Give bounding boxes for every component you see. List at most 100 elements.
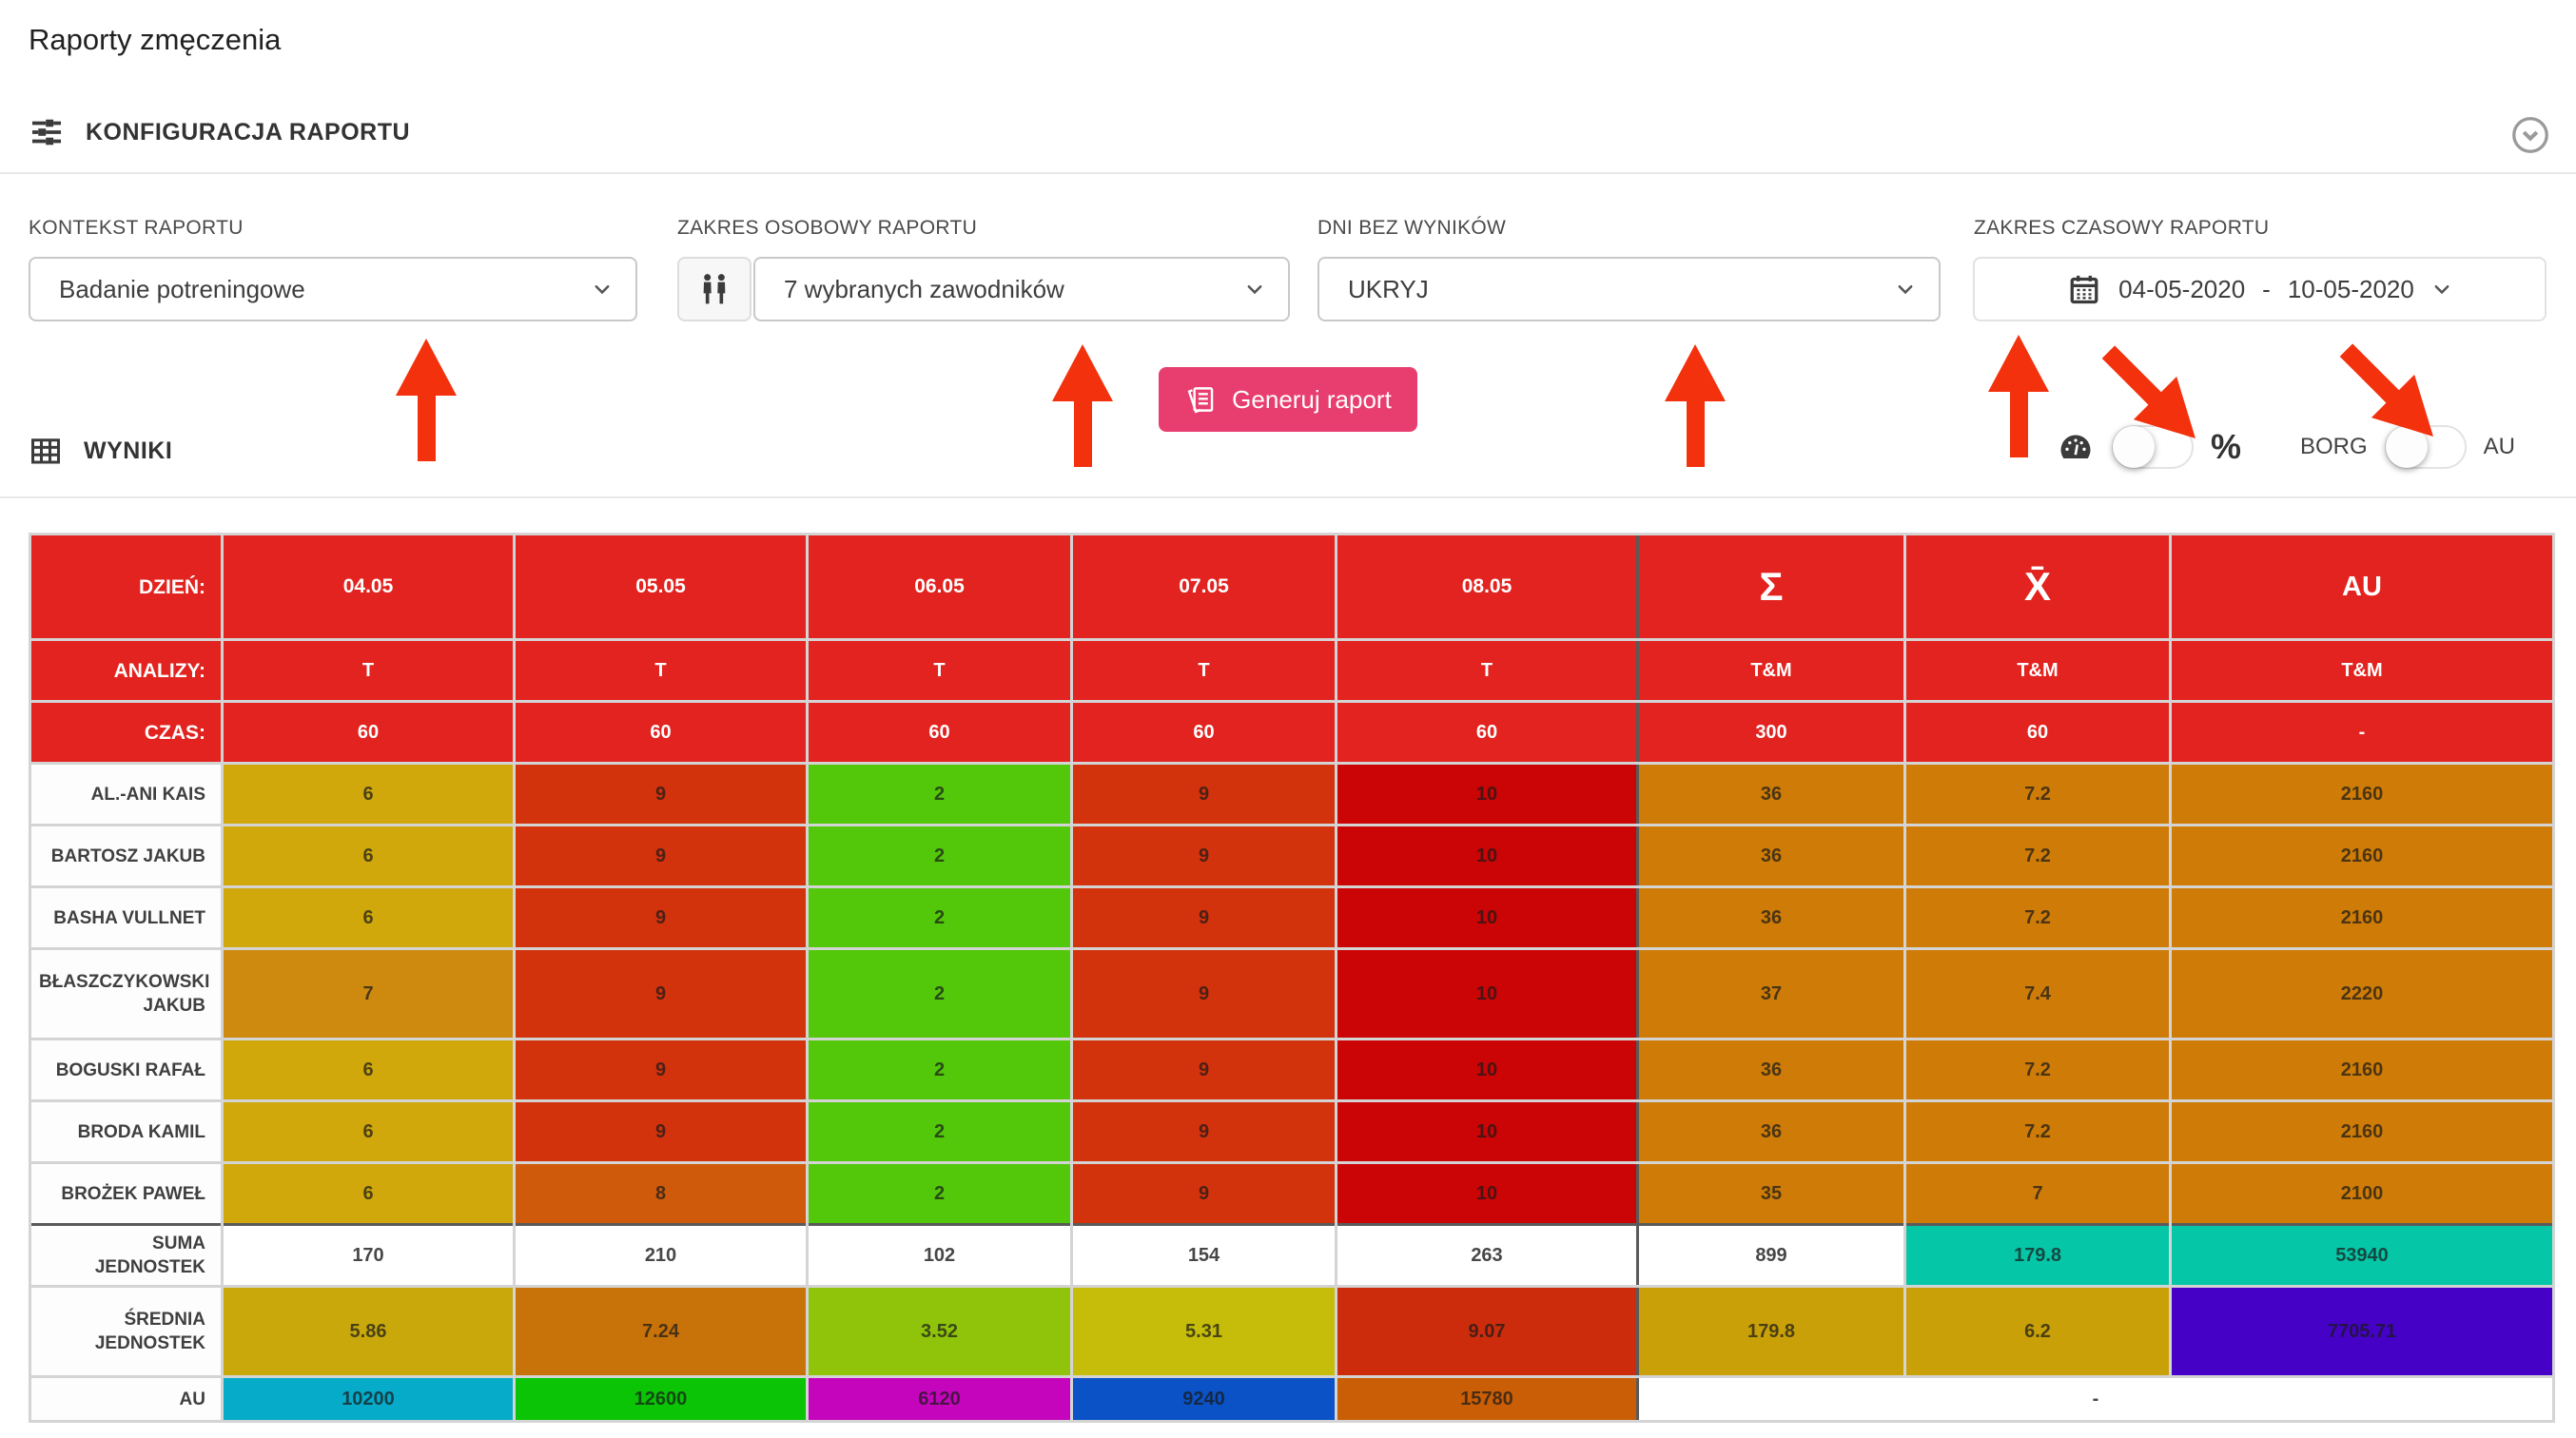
data-cell: 7.2 [1906, 888, 2169, 947]
data-cell: 9 [516, 950, 806, 1038]
kontekst-raportu-select[interactable]: Badanie potreningowe [29, 257, 637, 321]
data-cell: 7.24 [516, 1288, 806, 1375]
data-cell: 6 [224, 1164, 513, 1223]
config-section-header: KONFIGURACJA RAPORTU [29, 114, 410, 150]
data-cell: 2100 [2172, 1164, 2552, 1223]
data-cell: 7.2 [1906, 1102, 2169, 1161]
data-cell: 9 [516, 1102, 806, 1161]
data-cell: 9 [1073, 1102, 1335, 1161]
header-cell: 60 [1906, 703, 2169, 762]
chevron-down-icon [592, 279, 613, 300]
data-cell: 9 [1073, 888, 1335, 947]
data-cell: 2 [809, 765, 1070, 824]
data-cell: 2220 [2172, 950, 2552, 1038]
data-cell: 102 [809, 1226, 1070, 1285]
header-cell: 60 [1337, 703, 1636, 762]
data-cell: 2160 [2172, 765, 2552, 824]
header-cell: 06.05 [809, 535, 1070, 638]
data-cell: 2160 [2172, 1102, 2552, 1161]
header-cell: T [224, 641, 513, 700]
page-title: Raporty zmęczenia [29, 23, 282, 56]
select-players-button[interactable] [677, 257, 751, 321]
data-cell: 10200 [224, 1378, 513, 1420]
data-cell: 9.07 [1337, 1288, 1636, 1375]
row-label: ŚREDNIA JEDNOSTEK [31, 1288, 221, 1375]
data-cell: 210 [516, 1226, 806, 1285]
row-label: AU [31, 1378, 221, 1420]
sliders-icon [29, 114, 65, 150]
results-table: DZIEŃ: 04.05 05.05 06.05 07.05 08.05 Σ X̄ AU ANAL… [29, 533, 2555, 1423]
data-cell: 179.8 [1906, 1226, 2169, 1285]
data-cell: 7.2 [1906, 765, 2169, 824]
row-label: SUMA JEDNOSTEK [31, 1226, 221, 1285]
row-label: BOGUSKI RAFAŁ [31, 1040, 221, 1099]
generate-report-button[interactable]: Generuj raport [1159, 367, 1417, 432]
data-cell: 36 [1639, 1040, 1903, 1099]
header-cell: - [2172, 703, 2552, 762]
data-cell: 2 [809, 888, 1070, 947]
data-cell: 9 [1073, 1040, 1335, 1099]
chevron-down-circle-icon [2509, 114, 2551, 156]
filter-label-zakres-czasowy: ZAKRES CZASOWY RAPORTU [1974, 217, 2270, 239]
annotation-arrow-up-zakres-osobowy [1052, 344, 1113, 468]
zakres-osobowy-value: 7 wybranych zawodników [784, 274, 1064, 303]
data-cell: 6.2 [1906, 1288, 2169, 1375]
data-cell: 6120 [809, 1378, 1070, 1420]
people-icon [695, 270, 733, 308]
filter-label-zakres-osobowy: ZAKRES OSOBOWY RAPORTU [677, 217, 978, 239]
data-cell: 3.52 [809, 1288, 1070, 1375]
data-cell: 53940 [2172, 1226, 2552, 1285]
annotation-arrow-up-kontekst [396, 339, 457, 462]
data-cell: 179.8 [1639, 1288, 1903, 1375]
data-cell: 8 [516, 1164, 806, 1223]
filter-label-dni-bez-wynikow: DNI BEZ WYNIKÓW [1317, 217, 1507, 239]
data-cell: 6 [224, 765, 513, 824]
collapse-section-button[interactable] [2509, 114, 2551, 156]
dni-bez-wynikow-select[interactable]: UKRYJ [1317, 257, 1941, 321]
row-label: DZIEŃ: [31, 535, 221, 638]
data-cell: 10 [1337, 950, 1636, 1038]
data-cell: 2 [809, 826, 1070, 885]
percent-label: % [2210, 427, 2241, 466]
percent-toggle[interactable] [2111, 425, 2194, 469]
data-cell: 6 [224, 1040, 513, 1099]
row-label: BROŻEK PAWEŁ [31, 1164, 221, 1223]
header-cell: Σ [1639, 535, 1903, 638]
data-cell: 37 [1639, 950, 1903, 1038]
results-table-wrap: DZIEŃ: 04.05 05.05 06.05 07.05 08.05 Σ X̄ AU ANAL… [29, 533, 2555, 1423]
config-section-title: KONFIGURACJA RAPORTU [86, 118, 411, 146]
data-cell: 7.4 [1906, 950, 2169, 1038]
date-from: 04-05-2020 [2118, 274, 2246, 303]
header-cell: 300 [1639, 703, 1903, 762]
date-range-picker[interactable]: 04-05-2020 - 10-05-2020 [1973, 257, 2547, 321]
data-cell: 10 [1337, 826, 1636, 885]
header-cell: X̄ [1906, 535, 2169, 638]
results-section-title: WYNIKI [84, 437, 173, 464]
row-label: BARTOSZ JAKUB [31, 826, 221, 885]
header-cell: 07.05 [1073, 535, 1335, 638]
divider [0, 496, 2576, 498]
borg-au-toggle[interactable] [2384, 425, 2467, 469]
data-cell: 9 [516, 1040, 806, 1099]
row-label: BŁASZCZYKOWSKI JAKUB [31, 950, 221, 1038]
borg-label: BORG [2299, 434, 2368, 459]
header-cell: T [809, 641, 1070, 700]
header-cell: 60 [224, 703, 513, 762]
row-label: CZAS: [31, 703, 221, 762]
zakres-osobowy-select[interactable]: 7 wybranych zawodników [753, 257, 1290, 321]
data-cell: 10 [1337, 1040, 1636, 1099]
row-label: ANALIZY: [31, 641, 221, 700]
data-cell: 12600 [516, 1378, 806, 1420]
data-cell: 7.2 [1906, 826, 2169, 885]
header-cell: T [1337, 641, 1636, 700]
calendar-icon [2067, 272, 2101, 306]
toggle-knob [2385, 426, 2428, 468]
date-dash: - [2262, 274, 2271, 303]
filter-label-kontekst: KONTEKST RAPORTU [29, 217, 244, 239]
dni-bez-wynikow-value: UKRYJ [1348, 274, 1429, 303]
data-cell: 10 [1337, 888, 1636, 947]
header-cell: 08.05 [1337, 535, 1636, 638]
data-cell: 2160 [2172, 826, 2552, 885]
results-section-header: WYNIKI [29, 434, 172, 468]
